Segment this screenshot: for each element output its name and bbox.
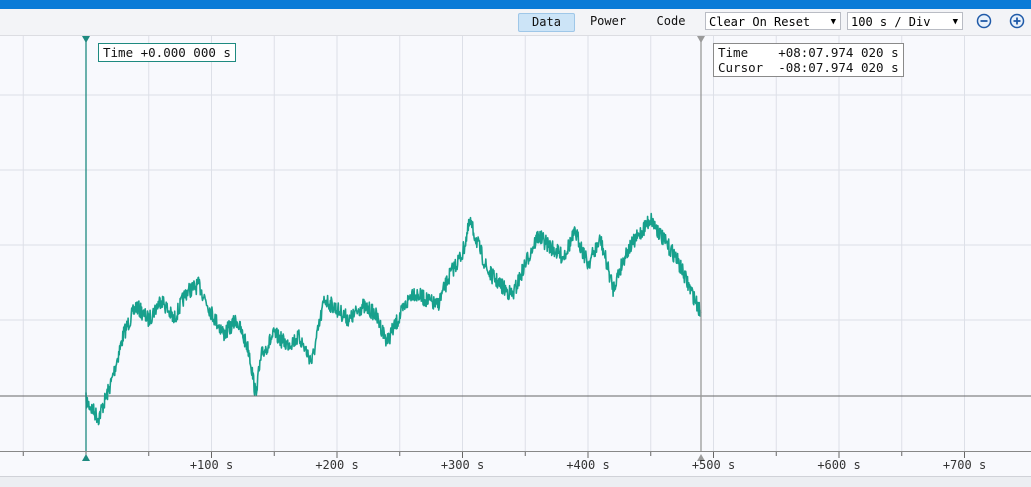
left-cursor-bottom-marker[interactable]: [82, 454, 90, 461]
time-div-select[interactable]: 100 s / Div ▼: [847, 12, 963, 30]
tab-code[interactable]: Code: [656, 14, 686, 28]
axis-tick-label: +200 s: [315, 458, 359, 472]
left-cursor-label: Time +0.000 000 s: [98, 43, 236, 62]
reset-mode-select[interactable]: Clear On Reset ▼: [705, 12, 841, 30]
status-bar: [0, 476, 1031, 487]
toolbar: Data Power Code Clear On Reset ▼ 100 s /…: [0, 9, 1031, 36]
plot-area[interactable]: [0, 36, 1031, 451]
time-axis: [0, 451, 1031, 476]
axis-tick-label: +700 s: [942, 458, 987, 472]
left-cursor-top-marker[interactable]: [82, 36, 90, 43]
axis-tick-label: +500 s: [691, 458, 736, 472]
zoom-out-icon[interactable]: [976, 13, 992, 29]
dropdown-arrow-icon: ▼: [952, 17, 958, 27]
right-cursor-delta: Cursor -08:07.974 020 s: [718, 60, 899, 75]
reset-mode-value: Clear On Reset: [709, 15, 811, 29]
axis-tick-label: +600 s: [817, 458, 861, 472]
axis-tick-label: +400 s: [566, 458, 610, 472]
right-cursor-time: Time +08:07.974 020 s: [718, 45, 899, 60]
chevron-up-icon[interactable]: ⌃: [1018, 0, 1027, 7]
axis-tick-label: +300 s: [440, 458, 485, 472]
time-div-value: 100 s / Div: [851, 15, 931, 29]
right-cursor-bottom-marker[interactable]: [697, 454, 705, 461]
tab-data[interactable]: Data: [518, 13, 575, 32]
right-cursor-top-marker[interactable]: [697, 36, 705, 43]
tab-power[interactable]: Power: [589, 14, 627, 28]
zoom-in-icon[interactable]: [1009, 13, 1025, 29]
title-bar: ⌃: [0, 0, 1031, 9]
dropdown-arrow-icon: ▼: [830, 17, 836, 27]
axis-ticks: [22, 452, 965, 458]
axis-tick-label: +100 s: [189, 458, 234, 472]
signal-trace: [85, 212, 702, 426]
right-cursor-readout: Time +08:07.974 020 s Cursor -08:07.974 …: [713, 43, 904, 77]
grid: [0, 36, 1031, 451]
